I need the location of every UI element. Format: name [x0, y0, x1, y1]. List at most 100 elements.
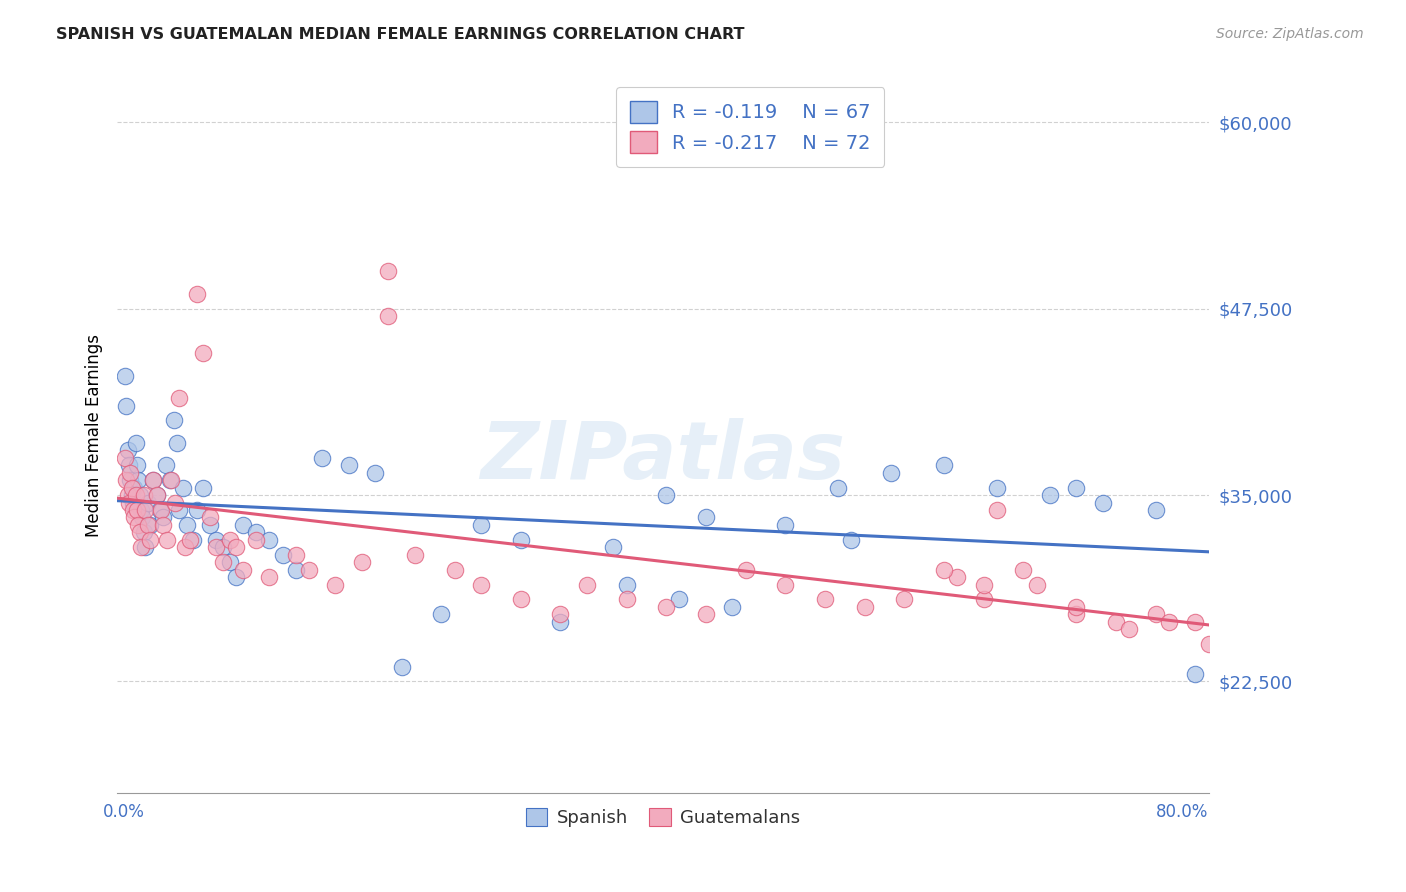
Point [695, 607, 717, 622]
Point [122, 503, 145, 517]
Point [311, 450, 333, 465]
Point [734, 563, 756, 577]
Point [139, 517, 162, 532]
Point [165, 495, 187, 509]
Point [1184, 667, 1206, 681]
Point [391, 659, 413, 673]
Point [1039, 488, 1062, 502]
Point [325, 577, 347, 591]
Point [136, 495, 159, 509]
Point [148, 503, 170, 517]
Point [114, 450, 136, 465]
Point [205, 541, 228, 555]
Point [134, 541, 156, 555]
Point [193, 481, 215, 495]
Point [125, 458, 148, 473]
Point [1184, 615, 1206, 629]
Point [124, 481, 146, 495]
Point [775, 517, 797, 532]
Point [973, 592, 995, 607]
Point [212, 541, 235, 555]
Point [146, 488, 169, 502]
Point [616, 577, 638, 591]
Point [176, 517, 198, 532]
Point [132, 525, 155, 540]
Point [668, 592, 690, 607]
Point [470, 517, 492, 532]
Point [232, 517, 254, 532]
Point [152, 517, 174, 532]
Point [841, 533, 863, 547]
Point [127, 517, 149, 532]
Point [259, 570, 281, 584]
Point [470, 577, 492, 591]
Point [125, 435, 148, 450]
Point [1105, 615, 1128, 629]
Point [128, 525, 150, 540]
Point [218, 555, 240, 569]
Point [136, 517, 159, 532]
Point [377, 309, 399, 323]
Point [575, 577, 598, 591]
Point [655, 488, 678, 502]
Point [827, 481, 849, 495]
Point [893, 592, 915, 607]
Point [946, 570, 969, 584]
Point [172, 481, 194, 495]
Point [218, 533, 240, 547]
Point [120, 466, 142, 480]
Point [155, 458, 177, 473]
Point [186, 286, 208, 301]
Point [198, 517, 221, 532]
Point [198, 510, 221, 524]
Point [430, 607, 453, 622]
Point [271, 548, 294, 562]
Point [245, 525, 267, 540]
Point [443, 563, 465, 577]
Point [173, 541, 195, 555]
Point [1066, 481, 1088, 495]
Point [284, 563, 307, 577]
Point [284, 548, 307, 562]
Point [131, 510, 153, 524]
Point [1025, 577, 1047, 591]
Point [124, 510, 146, 524]
Point [114, 368, 136, 383]
Point [245, 533, 267, 547]
Point [721, 599, 744, 614]
Text: ZIPatlas: ZIPatlas [481, 417, 845, 496]
Point [125, 503, 148, 517]
Point [775, 577, 797, 591]
Point [225, 541, 247, 555]
Point [149, 503, 172, 517]
Point [655, 599, 678, 614]
Point [853, 599, 876, 614]
Point [932, 458, 955, 473]
Point [695, 510, 717, 524]
Point [212, 555, 235, 569]
Point [298, 563, 321, 577]
Point [120, 473, 142, 487]
Point [152, 510, 174, 524]
Point [616, 592, 638, 607]
Point [205, 533, 228, 547]
Point [139, 533, 162, 547]
Point [932, 563, 955, 577]
Point [193, 346, 215, 360]
Point [115, 399, 138, 413]
Point [225, 570, 247, 584]
Point [377, 264, 399, 278]
Point [146, 488, 169, 502]
Point [115, 473, 138, 487]
Point [602, 541, 624, 555]
Point [814, 592, 837, 607]
Point [1118, 622, 1140, 636]
Point [160, 473, 183, 487]
Point [1066, 607, 1088, 622]
Point [121, 481, 143, 495]
Point [179, 533, 201, 547]
Point [121, 488, 143, 502]
Point [156, 533, 179, 547]
Point [1198, 637, 1220, 651]
Point [129, 503, 152, 517]
